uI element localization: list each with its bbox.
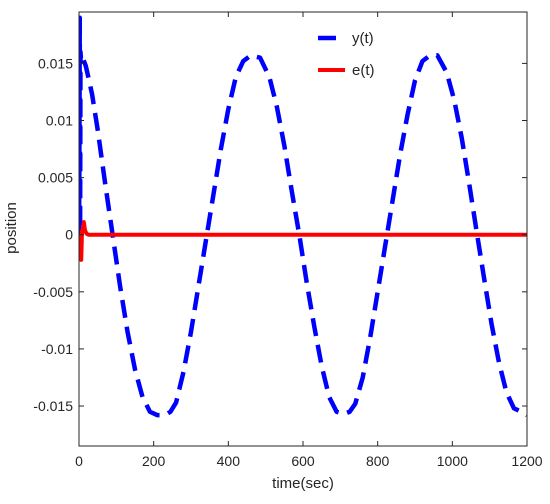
- y-tick-label: 0: [65, 227, 73, 243]
- x-tick-label: 400: [217, 453, 241, 469]
- y-tick-label: -0.015: [33, 398, 73, 414]
- y-tick-label: 0.005: [38, 170, 73, 186]
- x-tick-label: 0: [75, 453, 83, 469]
- series-line-et: [79, 220, 527, 262]
- x-axis-label: time(sec): [272, 475, 334, 492]
- legend-label: e(t): [352, 62, 375, 79]
- x-tick-label: 800: [366, 453, 390, 469]
- plot-layer: [79, 15, 527, 418]
- axes-layer: 0 200 400 600 800 1000 1200 -0.015 -0.01 -0.005 0 0…: [33, 11, 543, 469]
- x-tick-label: 1000: [437, 453, 468, 469]
- x-tick-label: 1200: [511, 453, 542, 469]
- x-tick-label: 200: [142, 453, 166, 469]
- legend: y(t) e(t): [318, 30, 375, 79]
- y-tick-label: 0.015: [38, 55, 73, 71]
- y-axis-label: position: [3, 202, 20, 254]
- series-line-yt: [79, 15, 527, 418]
- legend-label: y(t): [352, 30, 374, 47]
- y-tick-label: -0.01: [41, 341, 73, 357]
- x-tick-label: 600: [291, 453, 315, 469]
- y-tick-label: 0.01: [46, 113, 73, 129]
- y-tick-label: -0.005: [33, 284, 73, 300]
